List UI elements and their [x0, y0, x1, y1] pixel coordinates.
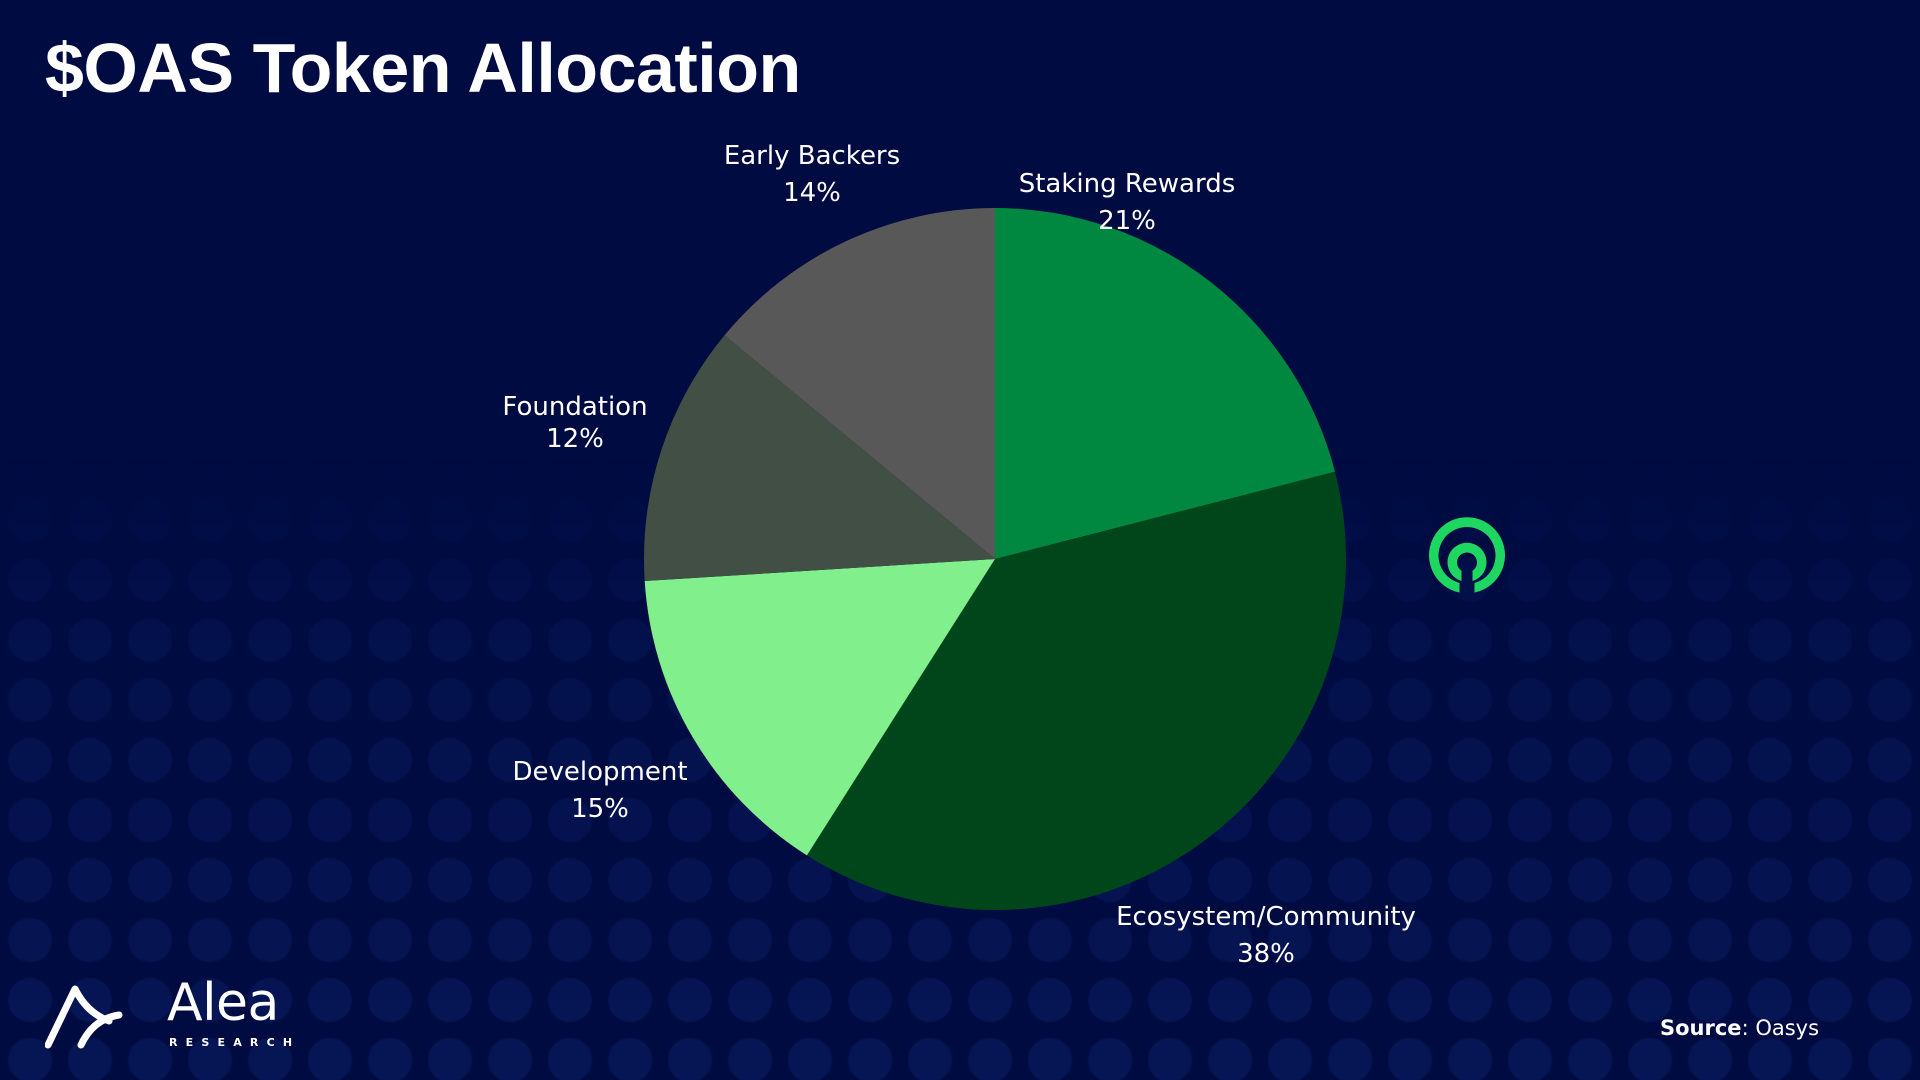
label-development: Development 15% — [512, 754, 687, 828]
label-name: Foundation — [502, 392, 648, 422]
label-percent: 38% — [1237, 939, 1295, 969]
page-title: $OAS Token Allocation — [45, 29, 801, 107]
label-name: Development — [512, 757, 688, 787]
label-name: Ecosystem/Community — [1116, 902, 1416, 932]
label-ecosystem-community: Ecosystem/Community 38% — [1116, 899, 1416, 973]
alea-subtitle: RESEARCH — [169, 1036, 301, 1049]
label-percent: 15% — [571, 794, 629, 824]
alea-wordmark: Alea — [167, 973, 279, 1033]
label-staking-rewards: Staking Rewards 21% — [1019, 166, 1236, 240]
oasys-logo-icon — [1429, 517, 1505, 593]
source-value: : Oasys — [1741, 1016, 1820, 1040]
label-percent: 12% — [546, 424, 604, 454]
label-percent: 14% — [783, 178, 841, 208]
source-label: Source — [1660, 1016, 1742, 1040]
label-name: Early Backers — [723, 141, 901, 171]
pie-slice-ecosystem-community — [806, 471, 1346, 911]
label-percent: 21% — [1098, 206, 1156, 236]
label-early-backers: Early Backers 14% — [724, 138, 900, 212]
source-note: Source: Oasys — [1660, 1016, 1819, 1040]
pie-slice-early-backers — [724, 208, 995, 559]
alea-research-logo: Alea RESEARCH — [45, 974, 305, 1055]
pie-slice-development — [644, 559, 995, 856]
label-foundation: Foundation 12% — [502, 391, 647, 455]
pie-slice-foundation — [643, 335, 995, 582]
label-name: Staking Rewards — [1018, 169, 1236, 199]
pie-slice-staking-rewards — [995, 208, 1335, 559]
alea-mark-icon — [45, 985, 123, 1049]
